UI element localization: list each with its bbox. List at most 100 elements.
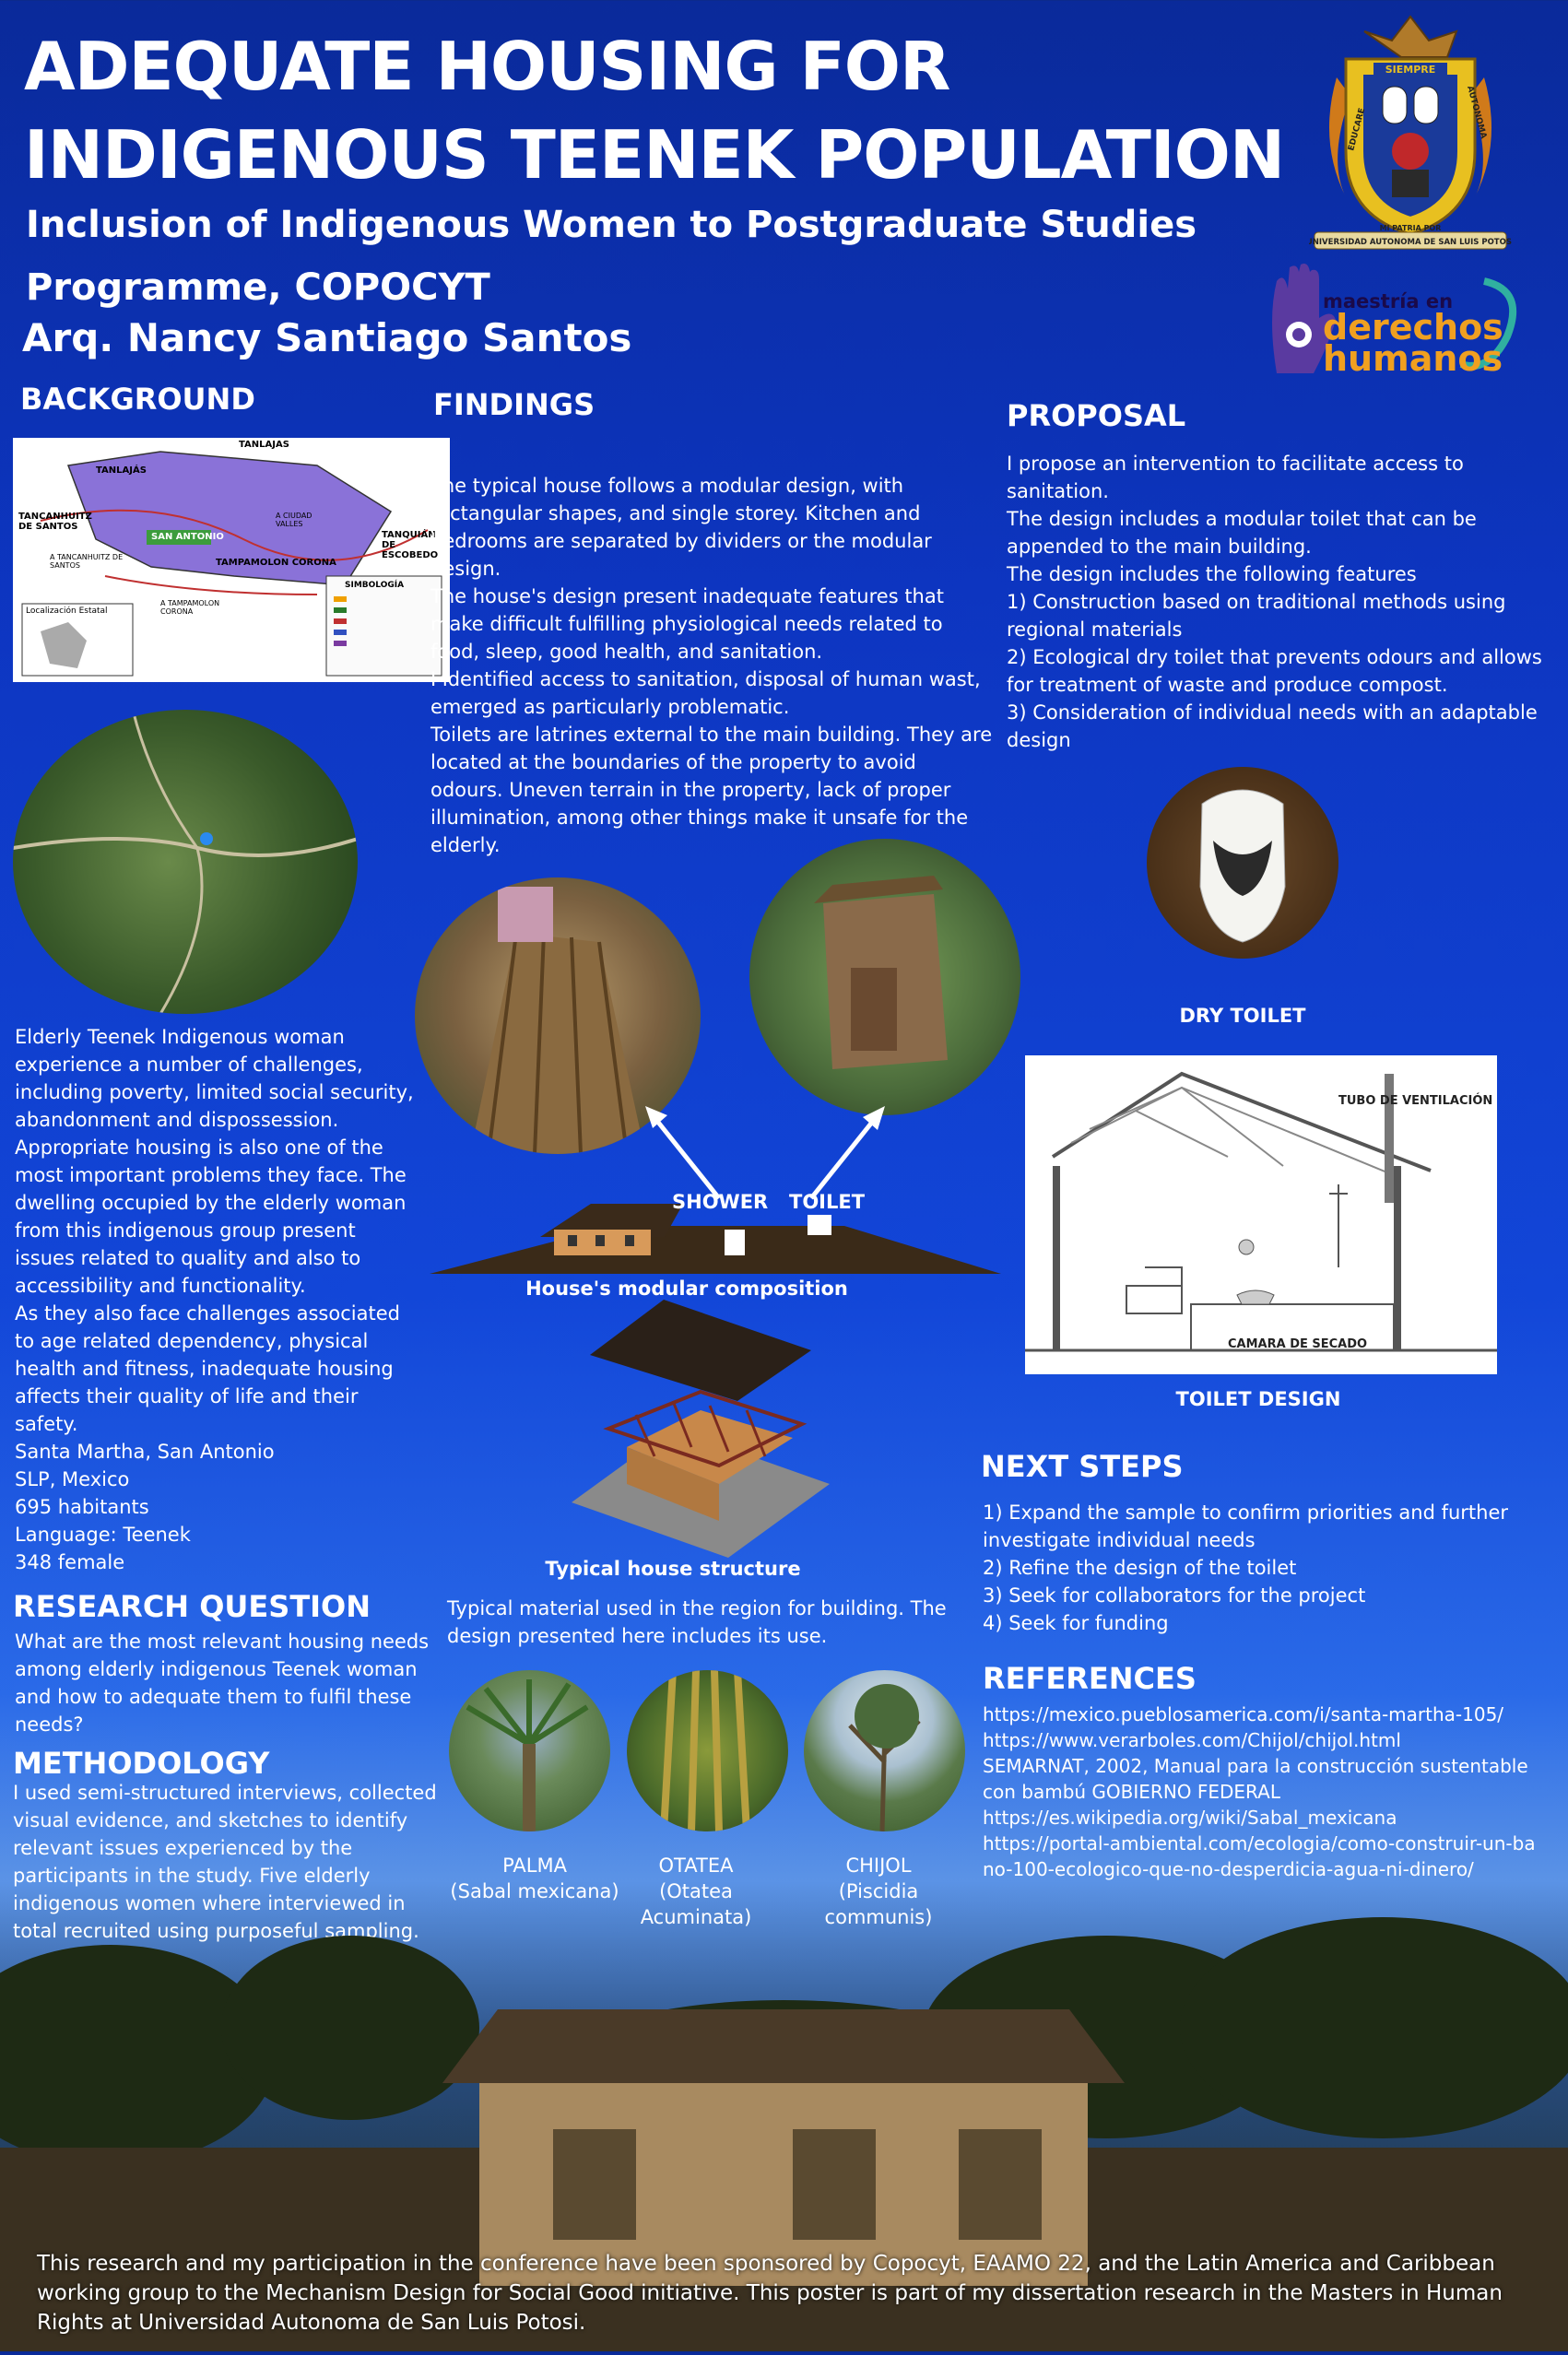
subtitle-line-1: Inclusion of Indigenous Women to Postgra… (26, 204, 1197, 246)
house-modular-composition: SHOWER TOILET (430, 1182, 1001, 1278)
reference-5: https://portal-ambiental.com/ecologia/co… (983, 1832, 1536, 1880)
toilet-design-caption: TOILET DESIGN (1175, 1388, 1341, 1410)
landscape-scene (0, 1917, 1568, 2351)
fact-population: 695 habitants (15, 1496, 149, 1518)
material-otatea: OTATEA (Otatea Acuminata) (627, 1853, 765, 1930)
program-logo-line3: humanos (1323, 338, 1503, 379)
references-list: https://mexico.pueblosamerica.com/i/sant… (983, 1701, 1541, 1882)
palma-photo (449, 1670, 610, 1831)
map-place-to-tancanhuitz: A TANCANHUITZ DE SANTOS (50, 553, 124, 570)
shower-label: SHOWER (672, 1191, 769, 1213)
sponsorship-footer: This research and my participation in th… (37, 2252, 1503, 2335)
next-step-1: 1) Expand the sample to confirm prioriti… (983, 1501, 1509, 1551)
chijol-sci-2: communis) (824, 1906, 933, 1928)
house-structure-render (572, 1300, 830, 1558)
background-text: Elderly Teenek Indigenous woman experien… (15, 1023, 420, 1438)
findings-paragraph-4: Toilets are latrines external to the mai… (430, 724, 993, 856)
arrows-graphic (645, 1106, 885, 1200)
title-line-1: ADEQUATE HOUSING FOR (24, 28, 950, 105)
map-place-tampamolon: TAMPAMOLON CORONA (216, 558, 336, 568)
shower-photo (415, 877, 701, 1154)
map-inset-label: Localización Estatal (26, 606, 108, 616)
methodology-text: I used semi-structured interviews, colle… (13, 1782, 437, 1942)
next-step-4: 4) Seek for funding (983, 1612, 1169, 1634)
findings-paragraph-2: The house's design present inadequate fe… (430, 585, 944, 663)
methodology-heading: METHODOLOGY (13, 1746, 270, 1781)
location-map: TANLAJAS TANLAJÁS TANCANHUITZ DE SANTOS … (13, 438, 450, 682)
reference-1: https://mexico.pueblosamerica.com/i/sant… (983, 1703, 1504, 1725)
references-heading: REFERENCES (983, 1661, 1197, 1696)
proposal-line-5: 2) Ecological dry toilet that prevents o… (1007, 646, 1542, 696)
hand-icon (1272, 264, 1517, 373)
title-line-2: INDIGENOUS TEENEK POPULATION (24, 116, 1285, 194)
palma-sci: (Sabal mexicana) (450, 1880, 619, 1902)
subtitle-line-2: Programme, COPOCYT (26, 266, 490, 309)
proposal-text: I propose an intervention to facilitate … (1007, 450, 1550, 754)
background-heading: BACKGROUND (20, 382, 255, 417)
findings-paragraph-3: I identified access to sanitation, dispo… (430, 668, 981, 718)
reference-4: https://es.wikipedia.org/wiki/Sabal_mexi… (983, 1807, 1397, 1829)
findings-heading: FINDINGS (433, 387, 595, 422)
map-place-tanlajas-town: TANLAJÁS (96, 465, 147, 476)
seal-ribbon-text: UNIVERSIDAD AUTONOMA DE SAN LUIS POTOSI (1309, 238, 1512, 247)
materials-intro: Typical material used in the region for … (447, 1597, 947, 1647)
background-paragraph-2: Appropriate housing is also one of the m… (15, 1136, 407, 1297)
structure-caption: Typical house structure (545, 1558, 801, 1580)
fact-female: 348 female (15, 1551, 125, 1573)
next-step-2: 2) Refine the design of the toilet (983, 1557, 1297, 1579)
program-logo: maestría en derechos humanos (1258, 263, 1535, 383)
map-place-tanquian: TANQUIÁN DE ESCOBEDO (382, 530, 439, 560)
fact-location: Santa Martha, San Antonio (15, 1441, 275, 1463)
findings-paragraph-1: The typical house follows a modular desi… (430, 475, 932, 580)
dry-toilet-photo (1147, 767, 1338, 959)
proposal-heading: PROPOSAL (1007, 398, 1186, 433)
program-logo-line2: derechos (1323, 307, 1503, 347)
toilet-design-drawing: TUBO DE VENTILACIÓN CAMARA DE SECADO (1025, 1055, 1497, 1374)
palma-name: PALMA (502, 1855, 567, 1877)
material-palma: PALMA (Sabal mexicana) (442, 1853, 627, 1904)
next-steps-list: 1) Expand the sample to confirm prioriti… (983, 1499, 1536, 1637)
poster-subtitle: Inclusion of Indigenous Women to Postgra… (26, 194, 1261, 319)
proposal-line-1: I propose an intervention to facilitate … (1007, 453, 1464, 502)
map-legend-title: SIMBOLOGÍA (345, 581, 405, 590)
reference-2: https://www.verarboles.com/Chijol/chijol… (983, 1729, 1401, 1751)
university-seal-logo: SIEMPRE EDUCARE AUTONOMA MI PATRIA POR U… (1306, 13, 1515, 253)
fact-state: SLP, Mexico (15, 1468, 130, 1490)
background-paragraph-3: As they also face challenges associated … (15, 1302, 400, 1435)
material-chijol: CHIJOL (Piscidia communis) (809, 1853, 948, 1930)
chijol-photo (804, 1670, 965, 1831)
satellite-image (13, 710, 358, 1014)
seal-bottom-word: MI PATRIA POR (1380, 224, 1442, 232)
otatea-sci: (Otatea (659, 1880, 733, 1902)
proposal-line-2: The design includes a modular toilet tha… (1007, 508, 1477, 558)
background-paragraph-1: Elderly Teenek Indigenous woman experien… (15, 1026, 414, 1131)
next-steps-heading: NEXT STEPS (981, 1449, 1184, 1484)
map-place-tanlajas: TANLAJAS (239, 440, 289, 450)
dry-toilet-caption: DRY TOILET (1179, 1005, 1306, 1027)
toilet-label: TOILET (789, 1191, 866, 1213)
map-place-san-antonio: SAN ANTONIO (151, 532, 224, 542)
community-facts: Santa Martha, San Antonio SLP, Mexico 69… (15, 1438, 420, 1576)
seal-icon: SIEMPRE EDUCARE AUTONOMA MI PATRIA POR U… (1306, 15, 1515, 250)
chijol-sci: (Piscidia (838, 1880, 919, 1902)
proposal-line-3: The design includes the following featur… (1007, 563, 1417, 585)
drawing-label-chamber: CAMARA DE SECADO (1228, 1337, 1368, 1351)
fact-language: Language: Teenek (15, 1524, 191, 1546)
findings-text: The typical house follows a modular desi… (430, 472, 993, 859)
map-place-to-tampamolon: A TAMPAMOLON CORONA (160, 599, 220, 616)
map-place-tancanhuitz: TANCANHUITZ DE SANTOS (18, 512, 92, 532)
toilet-photo (749, 839, 1020, 1115)
map-place-to-valles: A CIUDAD VALLES (276, 512, 312, 528)
research-question-text: What are the most relevant housing needs… (15, 1631, 430, 1736)
proposal-line-6: 3) Consideration of individual needs wit… (1007, 701, 1538, 751)
next-step-3: 3) Seek for collaborators for the projec… (983, 1584, 1366, 1607)
drawing-label-ventilation: TUBO DE VENTILACIÓN (1338, 1094, 1493, 1108)
otatea-name: OTATEA (658, 1855, 734, 1877)
author-name: Arq. Nancy Santiago Santos (22, 315, 632, 360)
otatea-sci-2: Acuminata) (640, 1906, 752, 1928)
research-question-heading: RESEARCH QUESTION (13, 1589, 371, 1624)
otatea-photo (627, 1670, 788, 1831)
poster-title: ADEQUATE HOUSING FOR INDIGENOUS TEENEK P… (24, 22, 1296, 199)
reference-3: SEMARNAT, 2002, Manual para la construcc… (983, 1755, 1528, 1803)
program-logo-line1: maestría en (1323, 290, 1454, 312)
